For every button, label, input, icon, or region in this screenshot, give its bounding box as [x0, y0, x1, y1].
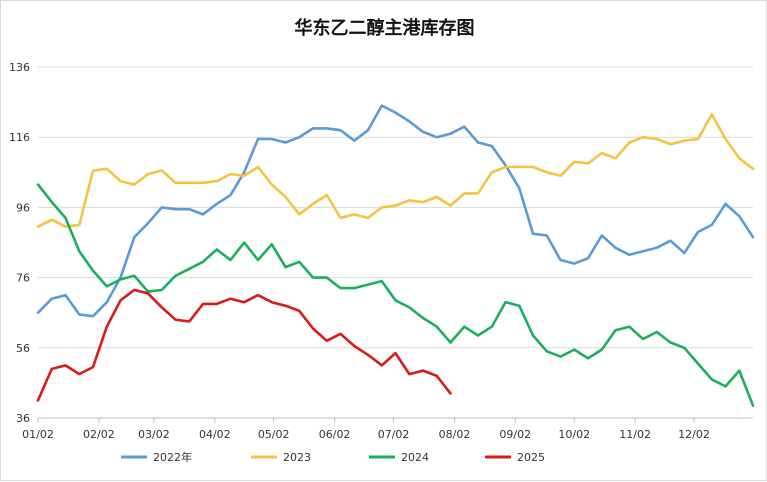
x-tick-label: 01/02	[22, 428, 54, 441]
series-line-2025	[36, 288, 452, 402]
series-line-2024	[36, 183, 755, 408]
series-line-2023	[36, 113, 755, 228]
x-tick-label: 10/02	[558, 428, 590, 441]
x-tick-label: 05/02	[258, 428, 290, 441]
legend-label-2025: 2025	[517, 451, 545, 464]
x-tick-label: 09/02	[499, 428, 531, 441]
legend-label-2024: 2024	[401, 451, 429, 464]
y-tick-label: 36	[16, 412, 30, 425]
x-tick-label: 06/02	[319, 428, 351, 441]
y-tick-label: 96	[16, 201, 30, 214]
chart-title: 华东乙二醇主港库存图	[294, 18, 475, 39]
x-tick-label: 03/02	[138, 428, 170, 441]
x-tick-label: 07/02	[378, 428, 410, 441]
y-tick-label: 136	[9, 61, 30, 74]
x-tick-label: 02/02	[83, 428, 115, 441]
legend-label-2023: 2023	[283, 451, 311, 464]
x-tick-label: 08/02	[439, 428, 471, 441]
legend-label-2022年: 2022年	[153, 450, 192, 464]
y-tick-label: 76	[16, 272, 30, 285]
x-tick-label: 11/02	[619, 428, 651, 441]
series-line-2022年	[36, 104, 755, 318]
y-tick-label: 56	[16, 342, 30, 355]
x-tick-label: 04/02	[199, 428, 231, 441]
x-tick-label: 12/02	[678, 428, 710, 441]
y-tick-label: 116	[9, 131, 30, 144]
